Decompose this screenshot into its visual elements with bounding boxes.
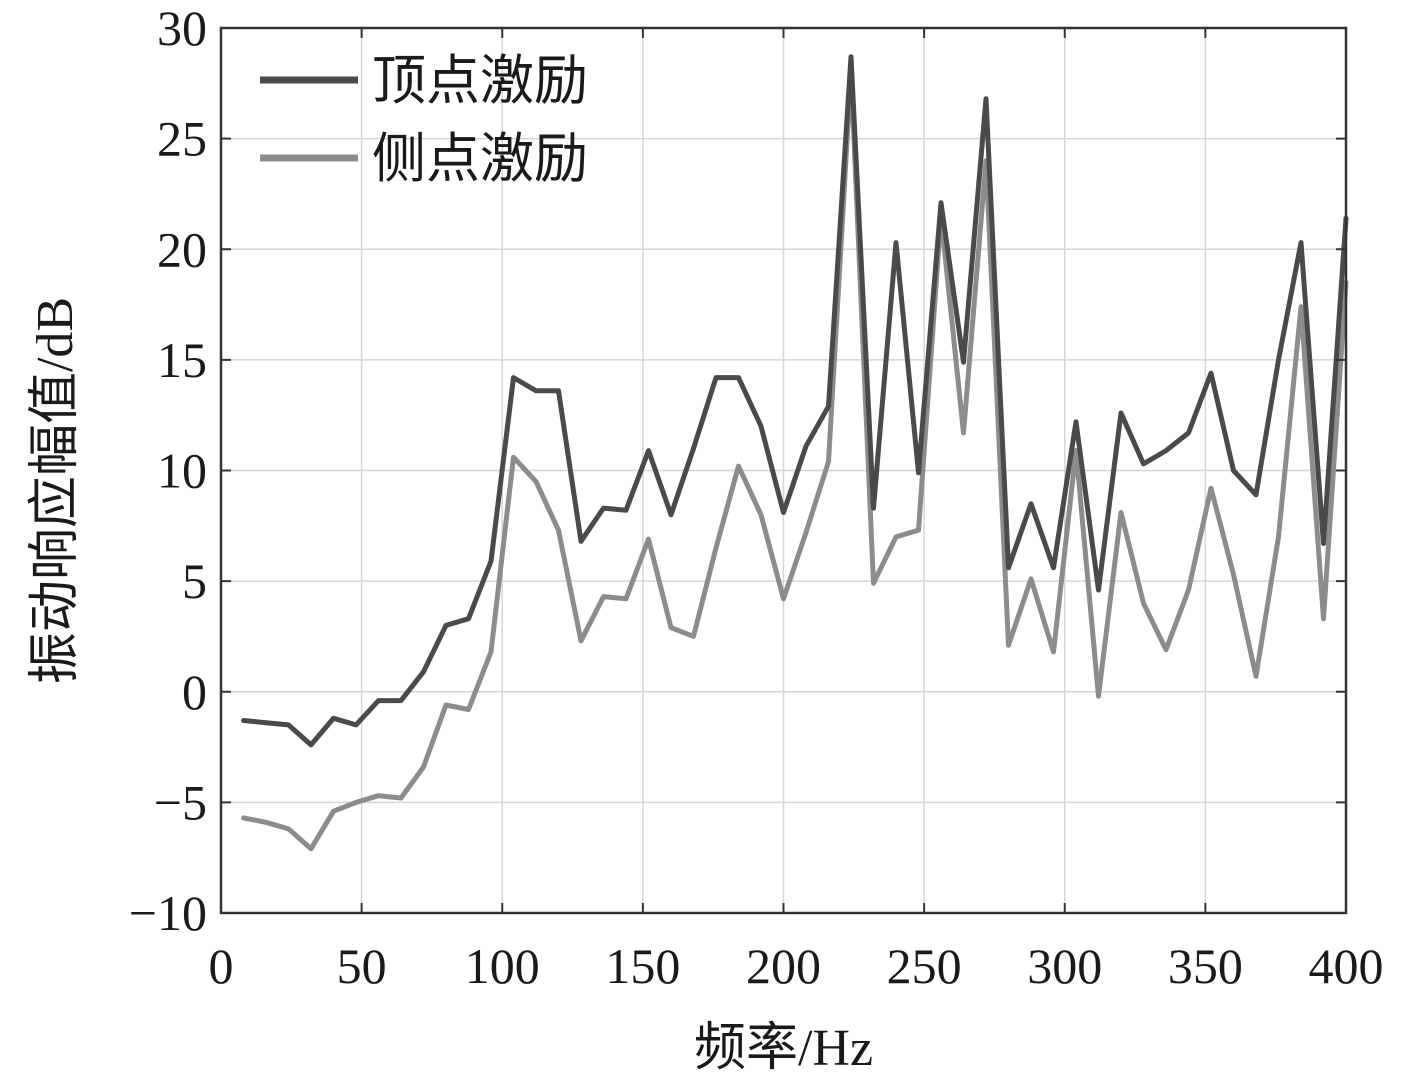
series-line-2: [241, 69, 1349, 852]
y-tick-label: 0: [182, 664, 207, 720]
y-tick-label: 10: [157, 443, 207, 499]
y-tick-label: 15: [157, 332, 207, 388]
legend-label-2: 侧点激励: [372, 129, 588, 189]
y-tick-label: 30: [157, 0, 207, 56]
y-tick-label: 25: [157, 111, 207, 167]
y-tick-label: −10: [129, 885, 207, 941]
x-tick-label: 100: [465, 938, 540, 994]
series-lines: [241, 54, 1349, 852]
x-axis-title: 频率/Hz: [694, 1020, 873, 1077]
axis-ticks: 0 50 100 150 200 250 300 350 400 −10 −5 0 5 10 15 20 25 3…: [129, 0, 1384, 994]
x-tick-label: 200: [746, 938, 821, 994]
series-line-1: [241, 54, 1349, 748]
y-tick-label: 20: [157, 221, 207, 277]
y-axis-title: 振动响应幅值/dB: [27, 297, 84, 684]
y-tick-label: −5: [154, 774, 207, 830]
x-tick-label: 250: [887, 938, 962, 994]
x-tick-label: 50: [337, 938, 387, 994]
legend-label-1: 顶点激励: [372, 51, 588, 111]
x-tick-label: 0: [209, 938, 234, 994]
x-tick-label: 350: [1168, 938, 1243, 994]
y-tick-label: 5: [182, 553, 207, 609]
x-tick-label: 300: [1027, 938, 1102, 994]
x-tick-label: 150: [605, 938, 680, 994]
x-tick-label: 400: [1309, 938, 1384, 994]
